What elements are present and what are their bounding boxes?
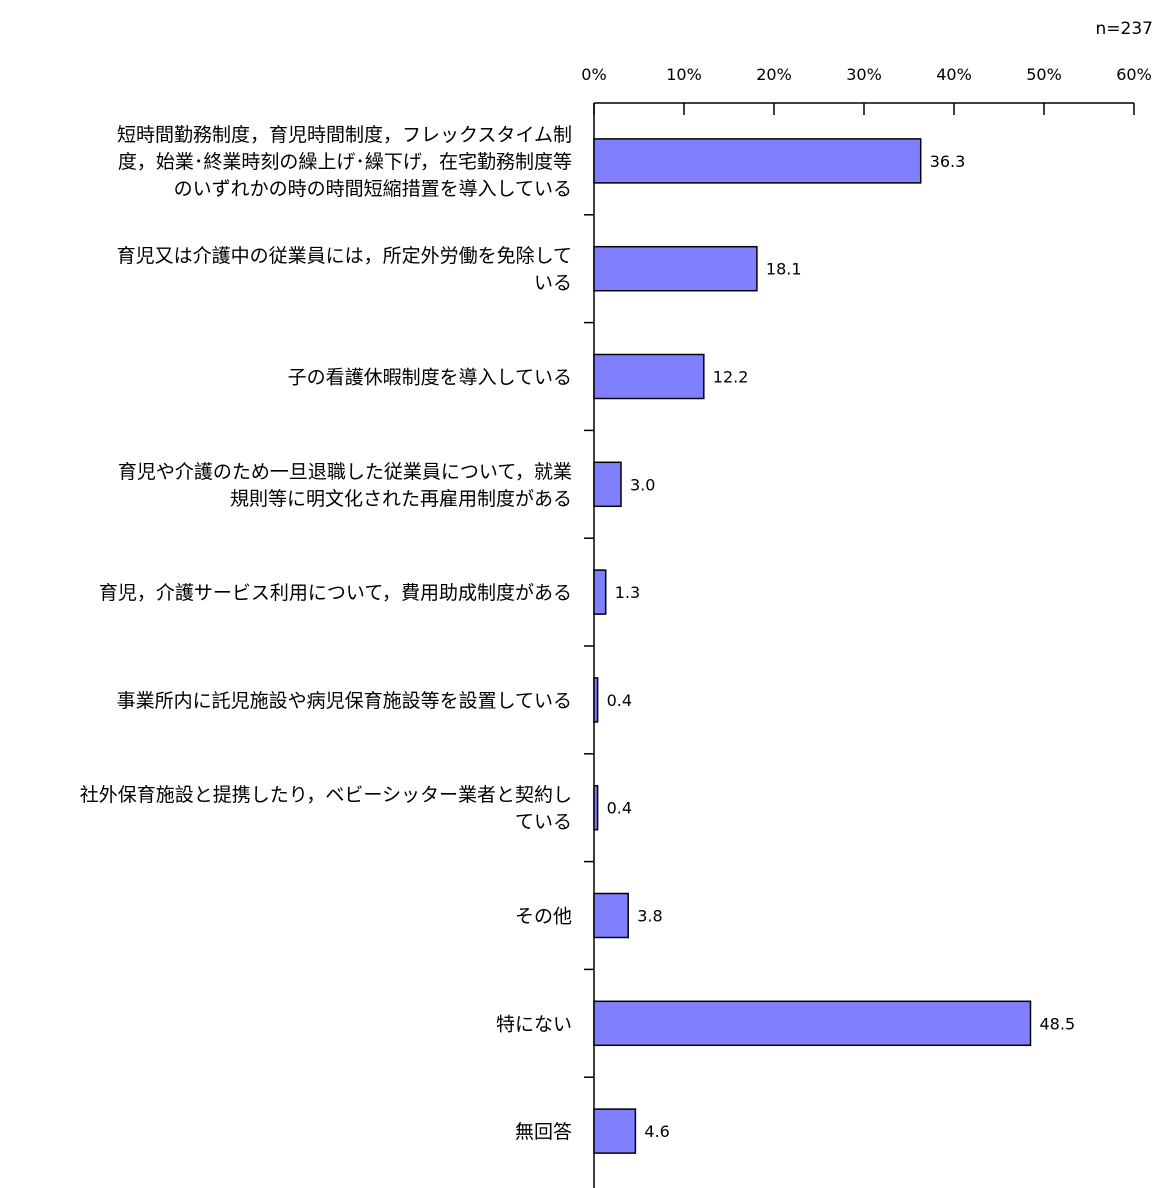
x-tick-label: 0% bbox=[581, 65, 606, 84]
bar-value-label: 36.3 bbox=[930, 152, 966, 171]
bar-value-label: 3.0 bbox=[630, 475, 655, 494]
bar bbox=[593, 461, 622, 508]
category-label: 無回答 bbox=[515, 1121, 572, 1143]
bar bbox=[593, 353, 705, 400]
bar-value-label: 3.8 bbox=[637, 907, 662, 926]
bar-series: 36.3 18.1 12.2 3.0 1.3 0.4 0.4 3.8 48.5 4.6 bbox=[593, 138, 1076, 1154]
category-labels: 短時間勤務制度，育児時間制度，フレックスタイム制度，始業･終業時刻の繰上げ･繰下… bbox=[80, 124, 572, 1143]
category-label: 育児，介護サービス利用について，費用助成制度がある bbox=[99, 582, 572, 604]
bar bbox=[593, 892, 629, 939]
bar-value-label: 4.6 bbox=[644, 1122, 669, 1141]
category-label: のいずれかの時の時間短縮措置を導入している bbox=[174, 178, 572, 200]
category-label: 育児や介護のため一旦退職した従業員について，就業 bbox=[118, 461, 572, 483]
category-label: いる bbox=[534, 272, 572, 294]
x-tick-label: 30% bbox=[846, 65, 882, 84]
bar bbox=[593, 1108, 637, 1154]
bar bbox=[593, 138, 922, 184]
sample-size-note: n=237 bbox=[1096, 19, 1153, 39]
bar bbox=[593, 784, 599, 831]
x-tick-label: 10% bbox=[666, 65, 702, 84]
x-tick-label: 40% bbox=[936, 65, 972, 84]
category-label: 特にない bbox=[496, 1013, 572, 1035]
bar bbox=[593, 1000, 1032, 1047]
x-tick-label: 60% bbox=[1116, 65, 1152, 84]
category-label: 子の看護休暇制度を導入している bbox=[288, 367, 572, 389]
bar bbox=[593, 245, 758, 292]
bar bbox=[593, 677, 599, 723]
bar-value-label: 18.1 bbox=[766, 260, 802, 279]
bar-value-label: 48.5 bbox=[1040, 1014, 1076, 1033]
category-label: ている bbox=[515, 811, 572, 833]
category-label: 事業所内に託児施設や病児保育施設等を設置している bbox=[117, 690, 572, 712]
bar-value-label: 1.3 bbox=[615, 583, 640, 602]
bar-value-label: 0.4 bbox=[607, 799, 632, 818]
bar-value-label: 0.4 bbox=[607, 691, 632, 710]
x-tick-label: 50% bbox=[1026, 65, 1062, 84]
bar bbox=[593, 569, 607, 615]
x-tick-label: 20% bbox=[756, 65, 792, 84]
bar-value-label: 12.2 bbox=[713, 368, 749, 387]
category-label: 育児又は介護中の従業員には，所定外労働を免除して bbox=[117, 245, 572, 267]
category-label: 短時間勤務制度，育児時間制度，フレックスタイム制 bbox=[117, 124, 572, 146]
category-label: 規則等に明文化された再雇用制度がある bbox=[230, 488, 572, 510]
category-label: 社外保育施設と提携したり，ベビーシッター業者と契約し bbox=[80, 784, 572, 806]
category-label: 度，始業･終業時刻の繰上げ･繰下げ，在宅勤務制度等 bbox=[118, 151, 572, 173]
category-label: その他 bbox=[515, 906, 572, 928]
